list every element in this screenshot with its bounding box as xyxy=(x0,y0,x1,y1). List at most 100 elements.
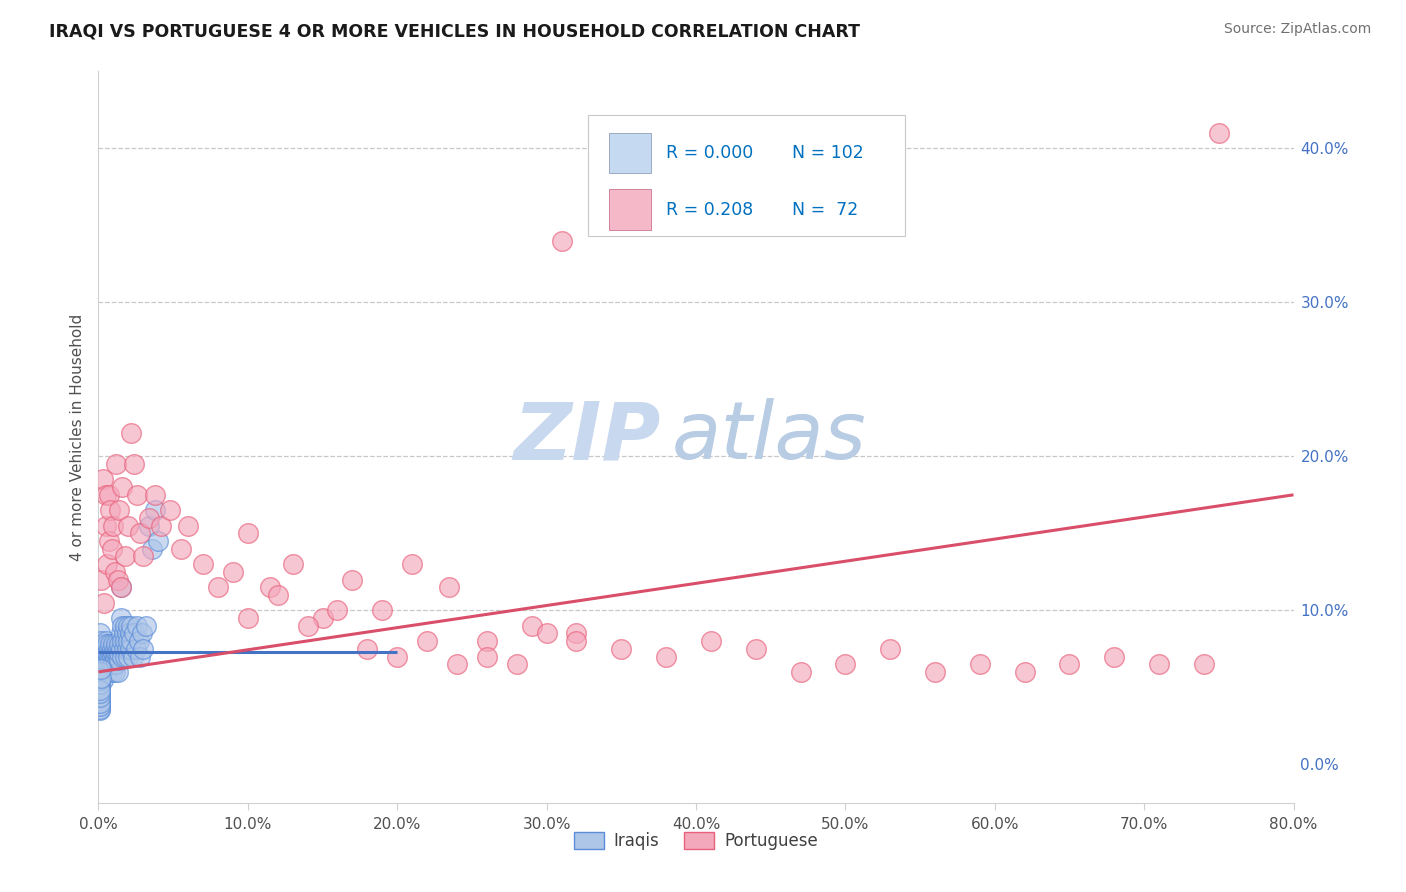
Point xyxy=(112,626,135,640)
FancyBboxPatch shape xyxy=(589,115,905,235)
Point xyxy=(159,503,181,517)
Point xyxy=(89,673,111,687)
Point xyxy=(371,603,394,617)
Text: R = 0.208: R = 0.208 xyxy=(666,201,754,219)
Point xyxy=(93,596,115,610)
Point xyxy=(114,549,136,564)
Point xyxy=(128,634,150,648)
Point xyxy=(101,641,124,656)
Point xyxy=(536,626,558,640)
Point xyxy=(356,641,378,656)
Text: atlas: atlas xyxy=(672,398,868,476)
Point xyxy=(222,565,245,579)
Point xyxy=(267,588,290,602)
Point xyxy=(103,637,125,651)
Point xyxy=(124,626,146,640)
Point xyxy=(111,618,134,632)
Point xyxy=(117,518,139,533)
Point xyxy=(520,618,543,632)
Point xyxy=(89,703,111,717)
Point xyxy=(207,580,229,594)
Point xyxy=(475,634,498,648)
Point xyxy=(89,692,111,706)
FancyBboxPatch shape xyxy=(609,133,651,173)
Point xyxy=(101,665,124,679)
Point xyxy=(834,657,856,672)
Point xyxy=(120,634,142,648)
Point xyxy=(110,641,132,656)
Point xyxy=(89,696,111,710)
Point xyxy=(90,573,112,587)
Point xyxy=(169,541,191,556)
Point xyxy=(89,702,111,716)
Point xyxy=(90,665,112,679)
Point xyxy=(98,647,122,661)
Point xyxy=(105,657,128,672)
Legend: Iraqis, Portuguese: Iraqis, Portuguese xyxy=(567,825,825,856)
Point xyxy=(150,518,173,533)
Point xyxy=(117,618,139,632)
Point xyxy=(89,688,111,702)
Point xyxy=(89,641,111,656)
Point xyxy=(90,634,112,648)
Point xyxy=(110,580,132,594)
Point xyxy=(93,662,115,676)
Point xyxy=(110,626,132,640)
Point xyxy=(104,641,127,656)
Point xyxy=(89,698,111,713)
Point xyxy=(1147,657,1170,672)
Point xyxy=(96,557,118,571)
Point xyxy=(103,647,125,661)
Point xyxy=(879,641,901,656)
Point xyxy=(97,649,120,664)
Point xyxy=(90,647,112,661)
Point xyxy=(143,503,166,517)
Point xyxy=(93,647,115,661)
Point xyxy=(96,665,118,679)
Point xyxy=(111,634,134,648)
Text: R = 0.000: R = 0.000 xyxy=(666,144,754,162)
Point xyxy=(924,665,946,679)
Point xyxy=(90,662,112,676)
Point xyxy=(96,652,118,666)
Point xyxy=(111,649,134,664)
Point xyxy=(655,649,678,664)
Point xyxy=(141,541,163,556)
Point xyxy=(104,565,127,579)
Point xyxy=(91,657,114,672)
Point xyxy=(1014,665,1036,679)
Point xyxy=(104,649,127,664)
Point xyxy=(97,534,120,549)
Point xyxy=(118,626,141,640)
Point xyxy=(110,580,132,594)
Point xyxy=(94,641,117,656)
Point xyxy=(120,618,142,632)
Point xyxy=(107,573,129,587)
Point xyxy=(89,681,111,695)
Point xyxy=(98,652,122,666)
Point xyxy=(475,649,498,664)
Point xyxy=(97,657,120,672)
Point xyxy=(89,696,111,710)
Point xyxy=(105,647,128,661)
Point xyxy=(94,649,117,664)
Point xyxy=(416,634,439,648)
Point xyxy=(342,573,364,587)
Point xyxy=(1104,649,1126,664)
Point xyxy=(101,657,124,672)
Point xyxy=(89,683,111,698)
Point xyxy=(745,641,768,656)
Point xyxy=(91,649,114,664)
Point xyxy=(107,641,129,656)
Text: ZIP: ZIP xyxy=(513,398,661,476)
Point xyxy=(93,652,115,666)
Point xyxy=(111,480,134,494)
Point xyxy=(121,649,143,664)
Point xyxy=(101,541,124,556)
Point xyxy=(89,657,111,672)
Point xyxy=(117,649,139,664)
Point xyxy=(108,503,131,517)
Point xyxy=(107,665,129,679)
Point xyxy=(108,637,131,651)
Text: N =  72: N = 72 xyxy=(792,201,858,219)
